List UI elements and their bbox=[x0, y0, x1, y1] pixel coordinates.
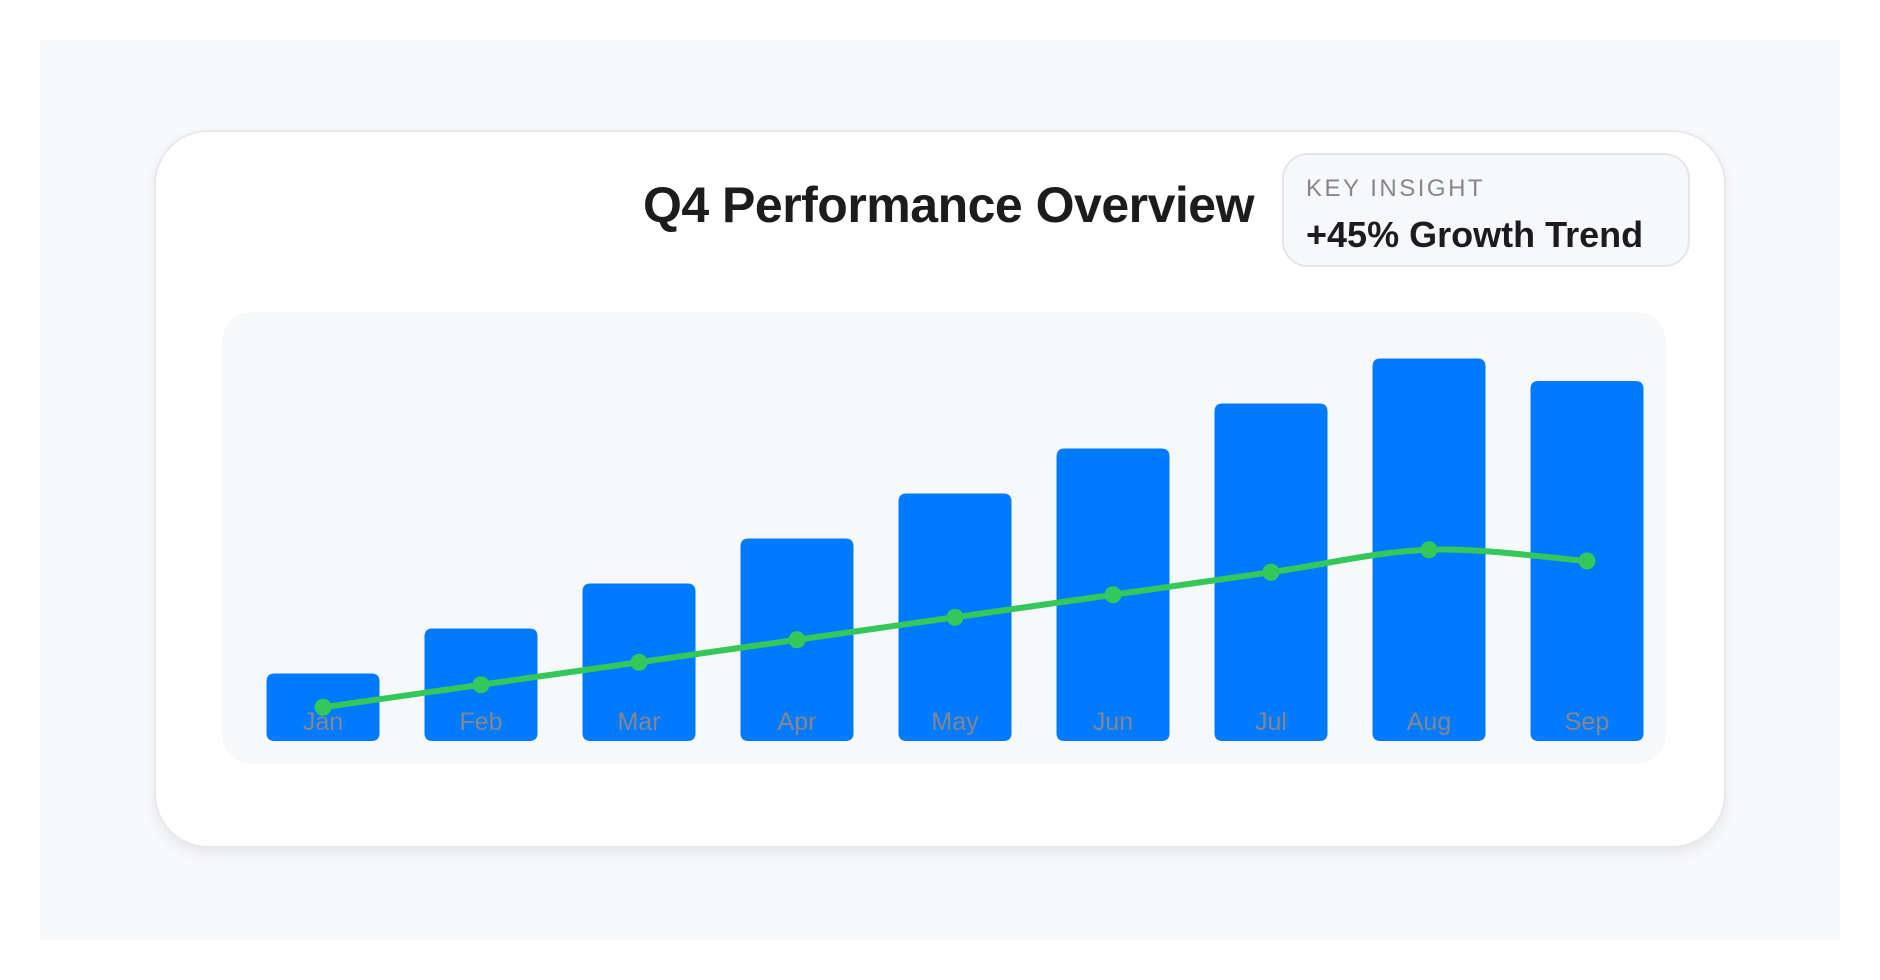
chart-card: Q4 Performance Overview KEY INSIGHT +45%… bbox=[154, 130, 1726, 848]
trend-point-jan bbox=[314, 698, 332, 716]
key-insight-label: KEY INSIGHT bbox=[1306, 175, 1486, 202]
plot-area: Jan Feb Mar Apr May Jun Jul Aug Sep bbox=[222, 312, 1666, 764]
trend-point-feb bbox=[472, 676, 490, 694]
x-tick-label: Sep bbox=[1565, 708, 1609, 736]
chart-title: Q4 Performance Overview bbox=[642, 177, 1255, 233]
x-tick-label: Jul bbox=[1255, 708, 1287, 736]
x-tick-label: Apr bbox=[778, 708, 817, 736]
key-insight-badge: KEY INSIGHT +45% Growth Trend bbox=[1282, 153, 1690, 267]
combo-chart: Jan Feb Mar Apr May Jun Jul Aug Sep bbox=[266, 358, 1644, 741]
trend-point-mar bbox=[630, 653, 648, 671]
x-tick-label: Mar bbox=[617, 708, 660, 736]
x-tick-label: May bbox=[931, 708, 979, 736]
trend-points bbox=[314, 541, 1596, 716]
trend-point-jun bbox=[1104, 586, 1122, 604]
trend-point-jul bbox=[1262, 563, 1280, 581]
trend-point-sep bbox=[1578, 552, 1596, 570]
x-tick-label: Jun bbox=[1093, 708, 1133, 736]
trend-point-aug bbox=[1420, 541, 1438, 559]
trend-point-may bbox=[946, 608, 964, 626]
trend-point-apr bbox=[788, 631, 806, 649]
key-insight-value: +45% Growth Trend bbox=[1306, 214, 1644, 255]
x-tick-label: Aug bbox=[1407, 708, 1451, 736]
x-axis-ticks: Jan Feb Mar Apr May Jun Jul Aug Sep bbox=[303, 708, 1609, 736]
x-tick-label: Feb bbox=[459, 708, 502, 736]
